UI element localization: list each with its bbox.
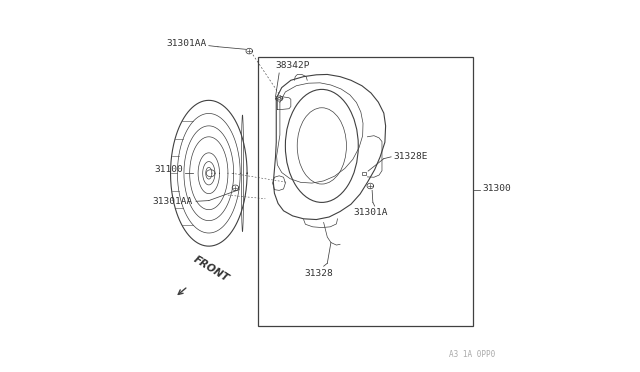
Text: 31301AA: 31301AA bbox=[153, 197, 193, 206]
Text: A3 1A 0PP0: A3 1A 0PP0 bbox=[449, 350, 495, 359]
Text: 38342P: 38342P bbox=[276, 61, 310, 70]
Text: 31301AA: 31301AA bbox=[167, 39, 207, 48]
Bar bbox=[258, 57, 473, 326]
Text: 31300: 31300 bbox=[482, 185, 511, 193]
Text: 31100: 31100 bbox=[154, 165, 183, 174]
Text: FRONT: FRONT bbox=[191, 254, 230, 284]
Text: 31328E: 31328E bbox=[393, 152, 428, 161]
Text: 31328: 31328 bbox=[305, 269, 333, 278]
Bar bbox=[362, 171, 366, 175]
Text: 31301A: 31301A bbox=[353, 208, 388, 217]
